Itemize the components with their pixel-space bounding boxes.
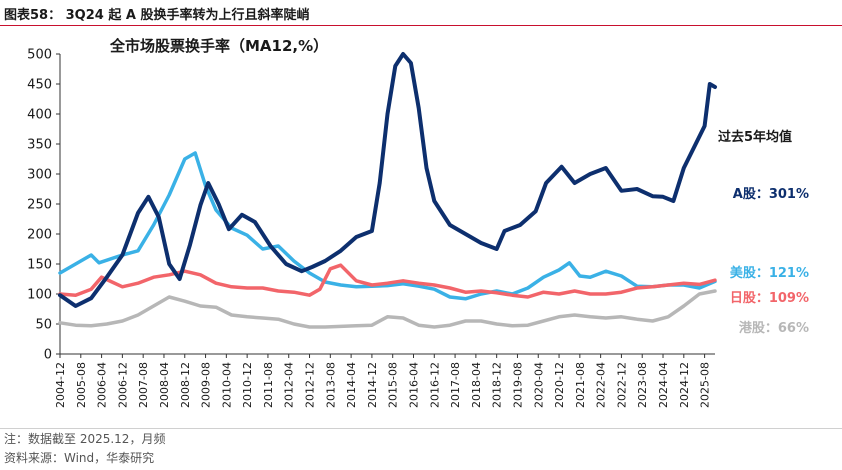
y-tick-label: 500 [27, 48, 52, 63]
series-line-us [58, 151, 717, 301]
x-tick-label: 2013-08 [324, 362, 337, 408]
series-lines [58, 52, 717, 329]
x-tick-label: 2021-08 [574, 362, 587, 408]
figure-title: 图表58： 3Q24 起 A 股换手率转为上行且斜率陡峭 [4, 8, 310, 23]
x-tick-label: 2019-08 [511, 362, 524, 408]
y-tick-label: 200 [27, 228, 52, 243]
y-tick-label: 50 [35, 318, 52, 333]
source-note: 资料来源：Wind，华泰研究 [4, 451, 155, 465]
legend-label-japan: 日股：109% [730, 291, 809, 306]
x-tick-label: 2012-12 [304, 362, 317, 408]
y-tick-label: 150 [27, 258, 52, 273]
x-tick-label: 2010-12 [241, 362, 254, 408]
x-tick-label: 2014-04 [345, 362, 358, 408]
y-tick-label: 0 [44, 348, 52, 363]
y-tick-label: 300 [27, 168, 52, 183]
x-tick-label: 2008-12 [179, 362, 192, 408]
legend-label-hk: 港股：66% [739, 320, 809, 336]
x-tick-label: 2022-04 [595, 362, 608, 408]
series-line-hk [58, 289, 717, 329]
y-tick-label: 400 [27, 108, 52, 123]
legend-header: 过去5年均值 [718, 129, 792, 145]
y-tick-label: 350 [27, 138, 52, 153]
chart-title: 全市场股票换手率（MA12,%） [109, 37, 328, 55]
legend-label-a_share: A股：301% [733, 187, 809, 202]
x-tick-label: 2023-08 [636, 362, 649, 408]
x-tick-label: 2012-04 [283, 362, 296, 408]
legend: 过去5年均值 A股：301% 美股：121% 日股：109% 港股：66% [718, 129, 809, 336]
series-line-a_share [58, 52, 717, 308]
x-tick-label: 2010-04 [220, 362, 233, 408]
x-tick-label: 2007-08 [137, 362, 150, 408]
y-tick-label: 100 [27, 288, 52, 303]
y-tick-label: 450 [27, 78, 52, 93]
x-tick-label: 2020-12 [553, 362, 566, 408]
x-tick-label: 2006-12 [116, 362, 129, 408]
footnote: 注：数据截至 2025.12，月频 [4, 432, 166, 446]
title-divider [0, 25, 842, 26]
x-tick-label: 2011-08 [262, 362, 275, 408]
y-tick-label: 250 [27, 198, 52, 213]
x-tick-label: 2024-12 [678, 362, 691, 408]
x-tick-label: 2017-08 [449, 362, 462, 408]
chart-axes: 0 50 100 150 200 250 300 350 400 450 500 2004-12 200… [27, 48, 715, 408]
x-tick-label: 2024-04 [657, 362, 670, 408]
x-tick-label: 2009-08 [200, 362, 213, 408]
x-tick-label: 2020-04 [532, 362, 545, 408]
x-tick-label: 2016-12 [428, 362, 441, 408]
x-tick-label: 2005-08 [75, 362, 88, 408]
x-tick-label: 2022-12 [615, 362, 628, 408]
turnover-chart: 全市场股票换手率（MA12,%） 0 50 100 150 200 250 300 350 40… [27, 37, 809, 408]
x-tick-label: 2025-08 [699, 362, 712, 408]
series-line-japan [58, 263, 717, 299]
x-tick-label: 2015-08 [387, 362, 400, 408]
x-tick-label: 2016-04 [407, 362, 420, 408]
x-tick-label: 2014-12 [366, 362, 379, 408]
footer-divider [0, 428, 842, 429]
x-tick-label: 2018-04 [470, 362, 483, 408]
x-tick-label: 2008-04 [158, 362, 171, 408]
x-tick-label: 2006-04 [96, 362, 109, 408]
x-tick-label: 2018-12 [491, 362, 504, 408]
x-tick-label: 2004-12 [54, 362, 67, 408]
legend-label-us: 美股：121% [730, 265, 809, 281]
